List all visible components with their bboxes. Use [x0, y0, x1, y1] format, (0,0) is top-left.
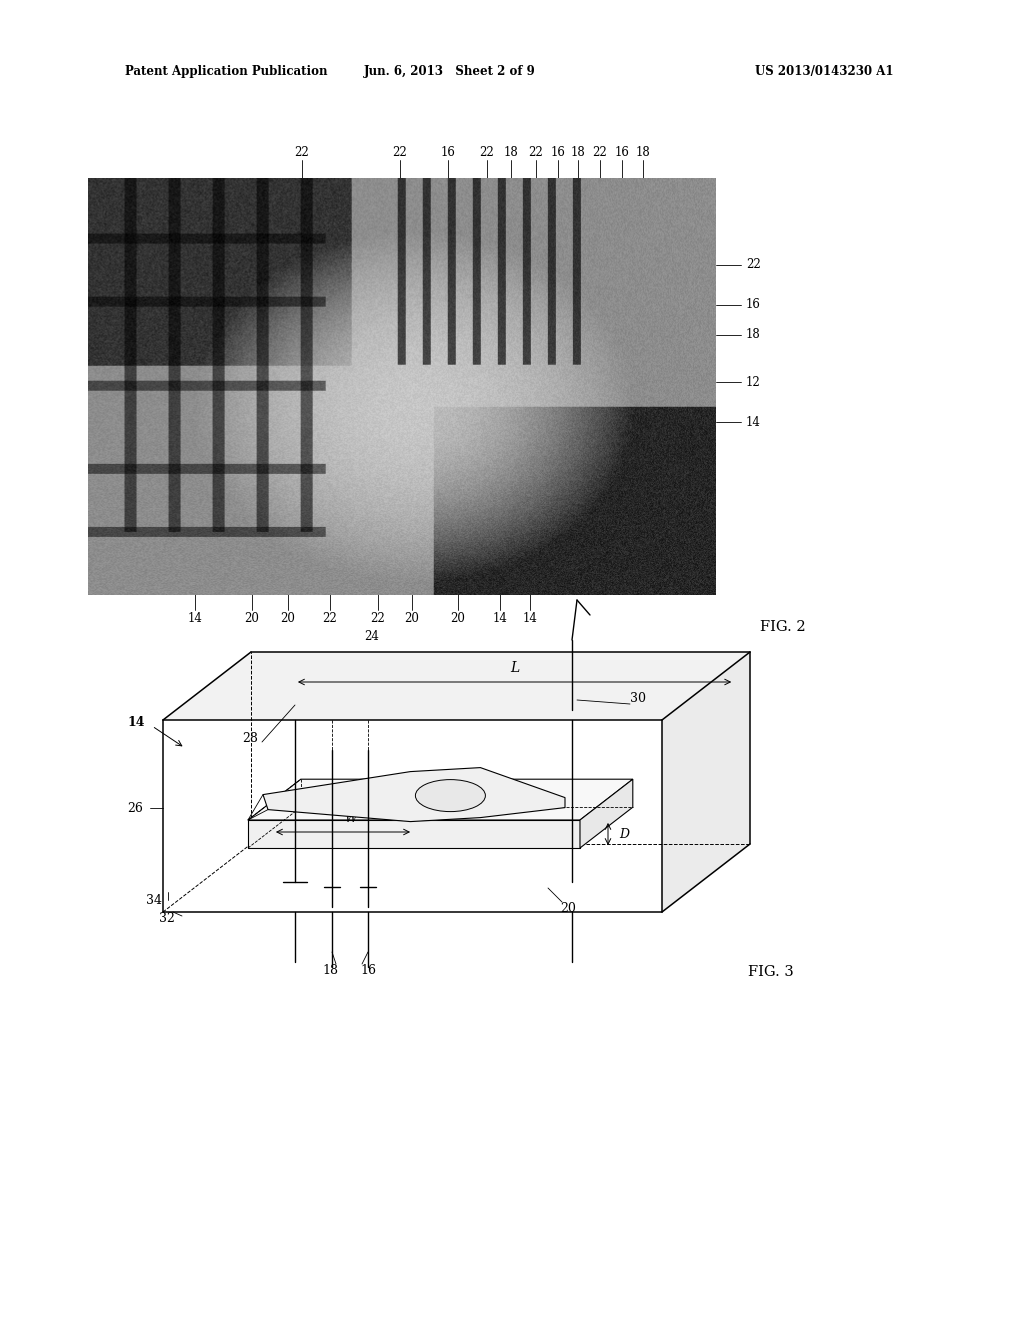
Text: 20: 20 [451, 611, 466, 624]
Text: 30: 30 [630, 692, 646, 705]
Text: 14: 14 [128, 715, 145, 729]
Text: 34: 34 [146, 894, 162, 907]
Polygon shape [163, 719, 662, 912]
Text: D: D [618, 828, 629, 841]
Text: L: L [510, 661, 519, 675]
Text: 22: 22 [593, 145, 607, 158]
Text: 22: 22 [392, 145, 408, 158]
Text: 32: 32 [159, 912, 175, 924]
Text: FIG. 3: FIG. 3 [748, 965, 794, 979]
Text: 20: 20 [281, 611, 296, 624]
Polygon shape [263, 768, 565, 821]
Text: 20: 20 [560, 902, 575, 915]
Text: Patent Application Publication: Patent Application Publication [125, 66, 328, 78]
Text: 20: 20 [404, 611, 420, 624]
Text: W: W [344, 813, 357, 825]
Text: 22: 22 [528, 145, 544, 158]
Text: 12: 12 [746, 375, 761, 388]
Text: 22: 22 [323, 611, 337, 624]
Text: 22: 22 [371, 611, 385, 624]
Text: 16: 16 [551, 145, 565, 158]
Text: 28: 28 [242, 731, 258, 744]
Text: 18: 18 [504, 145, 518, 158]
Text: 22: 22 [746, 259, 761, 272]
Text: FIG. 2: FIG. 2 [760, 620, 806, 634]
Text: 18: 18 [746, 329, 761, 342]
Text: 14: 14 [187, 611, 203, 624]
Text: US 2013/0143230 A1: US 2013/0143230 A1 [755, 66, 894, 78]
Text: 16: 16 [614, 145, 630, 158]
Text: 20: 20 [245, 611, 259, 624]
Polygon shape [248, 820, 580, 847]
Text: Jun. 6, 2013   Sheet 2 of 9: Jun. 6, 2013 Sheet 2 of 9 [365, 66, 536, 78]
Polygon shape [163, 652, 750, 719]
Text: 18: 18 [570, 145, 586, 158]
Text: 18: 18 [322, 964, 338, 977]
Text: 14: 14 [493, 611, 508, 624]
Text: 22: 22 [295, 145, 309, 158]
Text: 14: 14 [746, 416, 761, 429]
Text: 24: 24 [365, 630, 380, 643]
Text: 16: 16 [746, 298, 761, 312]
Text: 26: 26 [127, 801, 143, 814]
Polygon shape [580, 779, 633, 847]
Text: 14: 14 [522, 611, 538, 624]
Polygon shape [662, 652, 750, 912]
Text: 22: 22 [479, 145, 495, 158]
Polygon shape [248, 779, 633, 820]
Text: 18: 18 [636, 145, 650, 158]
Text: 16: 16 [360, 964, 376, 977]
Ellipse shape [416, 780, 485, 812]
Text: 16: 16 [440, 145, 456, 158]
